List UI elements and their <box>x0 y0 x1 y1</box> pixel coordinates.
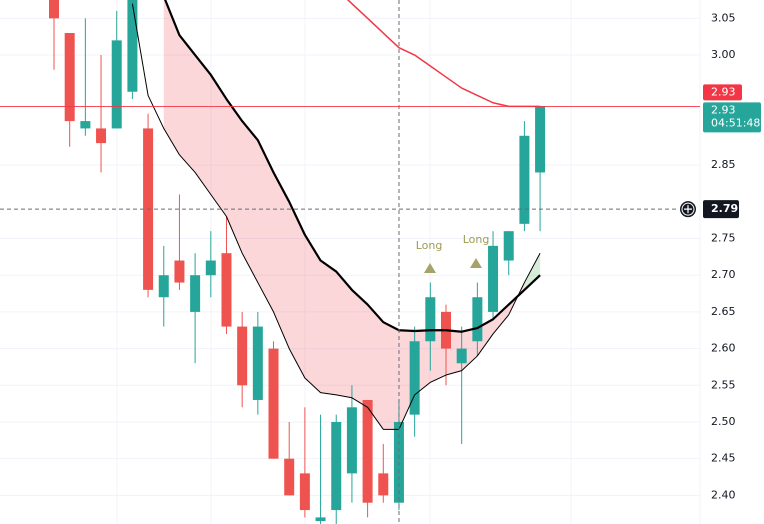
signal-label: Long <box>416 239 443 252</box>
signal-label: Long <box>463 233 490 246</box>
last-price-box <box>703 102 761 133</box>
cloud-fill <box>320 260 337 395</box>
y-tick-label: 2.50 <box>711 415 736 428</box>
y-tick-label: 2.60 <box>711 342 736 355</box>
ma-price-label: 2.93 <box>711 85 736 98</box>
candle-body <box>378 473 389 496</box>
cloud-fill <box>273 172 290 349</box>
candle-body <box>221 253 232 327</box>
cloud-fill <box>493 304 509 334</box>
y-tick-label: 2.40 <box>711 488 736 501</box>
candle-body <box>456 348 467 364</box>
cloud-fill <box>289 201 305 378</box>
cloud-fill <box>304 234 321 393</box>
candle-body <box>174 260 185 283</box>
y-tick-label: 3.05 <box>711 11 736 24</box>
y-tick-label: 2.85 <box>711 158 736 171</box>
candle-body <box>425 297 436 342</box>
candle-body <box>503 231 514 261</box>
ma-price-box <box>703 84 742 101</box>
crosshair-add-ring <box>681 202 695 216</box>
candle-body <box>519 135 530 224</box>
signal-triangle <box>470 258 482 268</box>
grid <box>0 17 700 496</box>
y-tick-label: 2.55 <box>711 378 736 391</box>
indicator-line <box>346 0 541 108</box>
candle-body <box>488 245 499 312</box>
candle-body <box>331 421 342 511</box>
candle-body <box>299 473 310 511</box>
indicator-line <box>131 3 541 430</box>
candle-body <box>96 128 107 144</box>
cloud-fill <box>163 0 180 155</box>
cloud-fill <box>179 35 196 173</box>
y-tick-label: 2.45 <box>711 452 736 465</box>
candle-body <box>284 458 295 496</box>
candle-body <box>158 275 169 298</box>
cloud-fill <box>210 74 227 217</box>
candle-body <box>49 0 59 19</box>
candle-body <box>64 33 75 122</box>
candle-body <box>472 297 483 342</box>
candle-body <box>362 399 373 503</box>
candle-body <box>205 260 216 276</box>
cloud-fill <box>351 289 368 408</box>
last-price-label: 2.93 <box>711 103 736 116</box>
candle-body <box>80 121 91 129</box>
cloud-fill <box>367 304 384 430</box>
y-tick-label: 2.75 <box>711 232 736 245</box>
cloud-fill <box>257 140 274 312</box>
y-tick-label: 3.00 <box>711 48 736 61</box>
candle-body <box>268 348 279 459</box>
crosshair-add-icon <box>684 205 692 214</box>
cloud-fill <box>226 99 243 254</box>
candle-body <box>409 341 420 415</box>
candle-body <box>111 40 122 129</box>
price-axis: 3.05 3.00 2.85 2.75 2.70 2.65 2.60 2.55 2.50 2.45… <box>680 11 761 501</box>
y-tick-label: 2.70 <box>711 268 736 281</box>
plot-area <box>49 0 546 524</box>
crosshair-price-label: 2.79 <box>711 202 738 215</box>
cloud-fill <box>524 253 541 290</box>
y-tick-label: 2.65 <box>711 305 736 318</box>
candle-body <box>190 275 201 312</box>
cloud-fill <box>383 322 399 430</box>
cloud-fill <box>336 271 352 398</box>
candle-body <box>535 106 546 173</box>
candle-body <box>252 326 263 400</box>
indicator-line <box>164 0 541 333</box>
cloud-fill <box>242 121 258 283</box>
cloud-fill <box>195 55 211 195</box>
candle-body <box>127 0 138 92</box>
vertical-grid <box>116 0 701 524</box>
crosshair-price-box <box>703 200 739 219</box>
signal-markers: Long Long <box>416 233 490 273</box>
candle-body <box>315 517 326 522</box>
candle-body <box>237 326 248 386</box>
signal-triangle <box>424 263 436 273</box>
countdown-label: 04:51:48 <box>711 116 760 129</box>
candle-body <box>346 407 357 474</box>
